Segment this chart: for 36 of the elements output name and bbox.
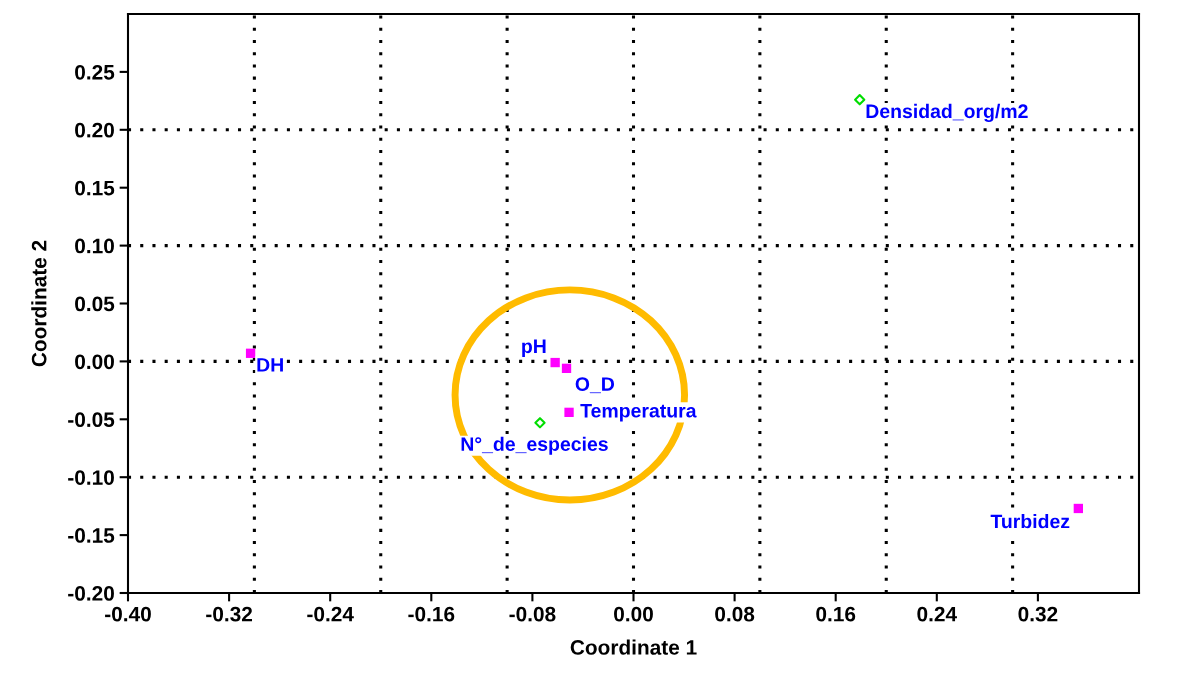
- point: [534, 417, 546, 429]
- annotation: Densidad_org/m2: [866, 103, 1028, 123]
- y-tick-label: 0.25: [75, 64, 115, 80]
- y-tick-label: 0.00: [75, 354, 114, 370]
- x-tick-label: -0.40: [105, 606, 151, 622]
- x-tick-label: 0.32: [1018, 606, 1058, 622]
- point: [564, 407, 574, 418]
- point: [854, 94, 866, 106]
- x-tick-label: -0.32: [206, 606, 253, 622]
- point: [550, 357, 560, 368]
- x-tick-label: 0.00: [614, 606, 653, 622]
- y-tick-label: -0.05: [68, 412, 115, 428]
- point: [561, 363, 572, 374]
- annotation: Temperatura: [580, 404, 697, 422]
- x-axis-title: Coordinate 1: [570, 639, 697, 655]
- point: [1073, 503, 1083, 514]
- annotation: O_D: [575, 377, 615, 394]
- x-tick-label: 0.24: [917, 606, 957, 622]
- x-tick-label: -0.24: [307, 606, 354, 622]
- annotation: N°_de_especies: [461, 436, 608, 455]
- y-axis-title: Coordinate 2: [31, 240, 47, 367]
- x-tick-label: 0.16: [816, 606, 856, 622]
- y-tick-label: 0.10: [75, 238, 114, 254]
- annotation: pH: [522, 339, 546, 357]
- point: [245, 348, 256, 358]
- x-tick-label: -0.16: [408, 606, 455, 622]
- y-tick-label: -0.10: [68, 470, 114, 485]
- annotation: DH: [257, 358, 283, 372]
- y-tick-label: -0.15: [68, 528, 115, 543]
- x-tick-label: -0.08: [509, 606, 556, 622]
- y-tick-label: 0.20: [75, 122, 114, 138]
- y-tick-label: -0.20: [68, 586, 114, 601]
- annotation: Turbidez: [990, 514, 1070, 529]
- y-tick-label: 0.15: [75, 180, 115, 196]
- x-tick-label: 0.08: [715, 606, 755, 622]
- y-tick-label: 0.05: [75, 296, 115, 312]
